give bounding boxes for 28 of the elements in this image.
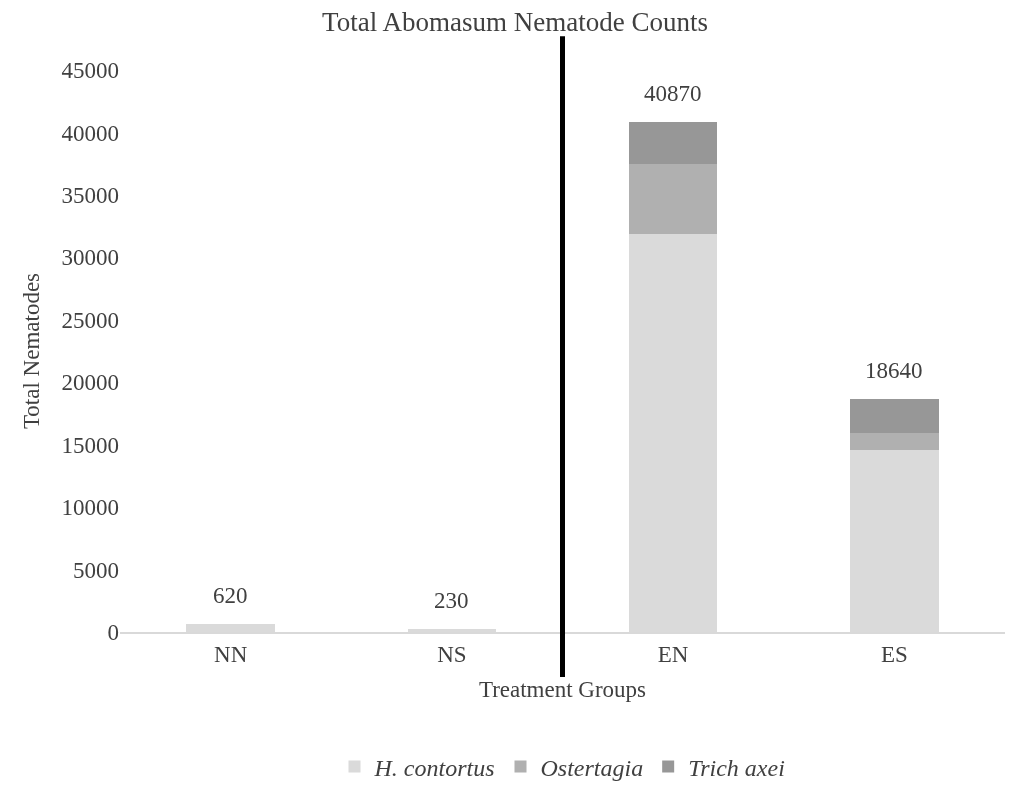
y-tick-label: 30000 — [61, 245, 119, 271]
legend-label: Ostertagia — [540, 754, 644, 781]
legend-label: Trich axei — [688, 754, 785, 781]
y-axis-title: Total Nematodes — [18, 272, 44, 430]
bar — [628, 163, 718, 234]
legend-label: H. contortus — [373, 754, 495, 781]
x-tick-label: NN — [214, 641, 248, 667]
y-tick-label: 25000 — [61, 307, 119, 333]
y-tick-label: 20000 — [61, 370, 119, 396]
x-tick-label: ES — [880, 641, 908, 667]
y-tick-label: 45000 — [61, 58, 119, 84]
total-label: 40870 — [644, 81, 702, 106]
y-tick-label: 0 — [107, 620, 119, 646]
total-label: 230 — [434, 588, 469, 613]
y-tick-label: 40000 — [61, 120, 119, 146]
total-label: 620 — [213, 583, 248, 608]
x-tick-label: NS — [437, 641, 467, 667]
total-label: 18640 — [865, 358, 923, 383]
bar — [850, 433, 939, 450]
y-tick-label: 5000 — [73, 557, 119, 583]
y-tick-label: 15000 — [61, 432, 119, 458]
bar — [628, 121, 718, 164]
y-tick-label: 10000 — [61, 495, 119, 521]
chart-title: Total Abomasum Nematode Counts — [322, 6, 708, 37]
x-tick-label: EN — [657, 641, 689, 667]
y-tick-label: 35000 — [61, 182, 119, 208]
bar — [850, 399, 939, 434]
x-axis-title: Treatment Groups — [478, 676, 647, 702]
